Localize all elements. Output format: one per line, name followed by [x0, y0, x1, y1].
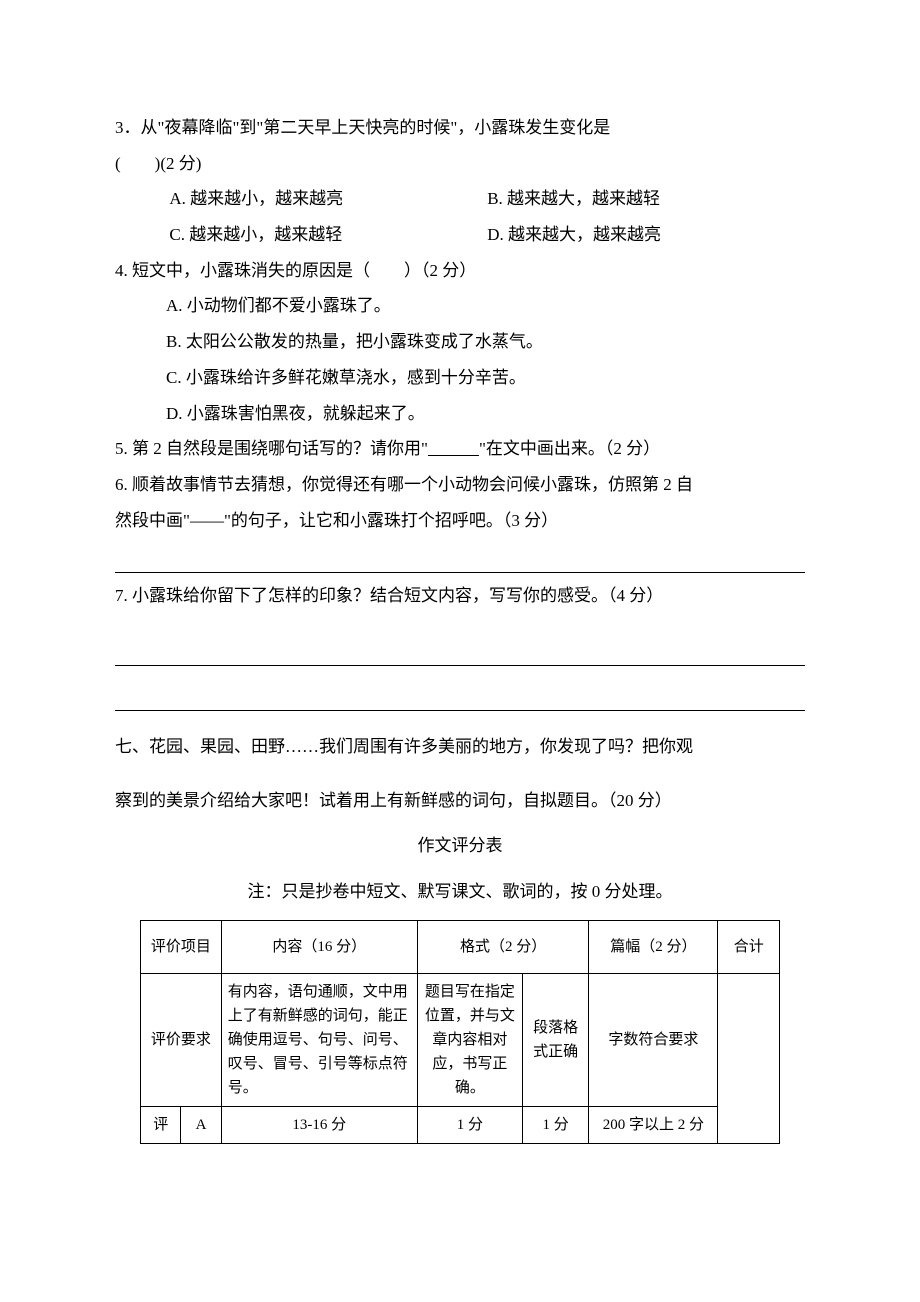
rubric-note: 注：只是抄卷中短文、默写课文、歌词的，按 0 分处理。: [115, 874, 805, 910]
q3-stem-line2: ( )(2 分): [115, 146, 805, 182]
rubric-grade-a: A: [181, 1107, 221, 1144]
rubric-req-label: 评价要求: [141, 974, 222, 1107]
q3-option-d: D. 越来越大，越来越亮: [487, 217, 805, 253]
q5-blank-underline: [428, 431, 479, 467]
q4-option-a: A. 小动物们都不爱小露珠了。: [115, 288, 805, 324]
q3-option-c: C. 越来越小，越来越轻: [169, 217, 487, 253]
rubric-h-total: 合计: [718, 921, 780, 974]
q4-option-b: B. 太阳公公散发的热量，把小露珠变成了水蒸气。: [115, 324, 805, 360]
rubric-row-req: 评价要求 有内容，语句通顺，文中用上了有新鲜感的词句，能正确使用逗号、句号、问号…: [141, 974, 780, 1107]
q3-stem-line1: 3．从"夜幕降临"到"第二天早上天快亮的时候"，小露珠发生变化是: [115, 110, 805, 146]
section7-line1: 七、花园、果园、田野……我们周围有许多美丽的地方，你发现了吗？把你观: [115, 720, 805, 774]
rubric-title: 作文评分表: [115, 828, 805, 864]
q6-line1: 6. 顺着故事情节去猜想，你觉得还有哪一个小动物会问候小露珠，仿照第 2 自: [115, 467, 805, 503]
rubric-eval-label: 评: [141, 1107, 181, 1144]
q6-line2: 然段中画"——"的句子，让它和小露珠打个招呼吧。（3 分）: [115, 503, 805, 539]
rubric-req-format-b: 段落格式正确: [523, 974, 589, 1107]
rubric-req-format-a: 题目写在指定位置，并与文章内容相对应，书写正确。: [417, 974, 522, 1107]
q4-option-d: D. 小露珠害怕黑夜，就躲起来了。: [115, 396, 805, 432]
rubric-h-item: 评价项目: [141, 921, 222, 974]
rubric-row-a: 评 A 13-16 分 1 分 1 分 200 字以上 2 分: [141, 1107, 780, 1144]
q7-answer-line-1: [115, 638, 805, 666]
rubric-h-content: 内容（16 分）: [221, 921, 417, 974]
q4-stem: 4. 短文中，小露珠消失的原因是（ ）（2 分）: [115, 253, 805, 289]
q5-stem: 5. 第 2 自然段是围绕哪句话写的？请你用" "在文中画出来。（2 分）: [115, 431, 805, 467]
rubric-row-header: 评价项目 内容（16 分） 格式（2 分） 篇幅（2 分） 合计: [141, 921, 780, 974]
exam-page: 3．从"夜幕降临"到"第二天早上天快亮的时候"，小露珠发生变化是 ( )(2 分…: [0, 0, 920, 1302]
rubric-a-format-b: 1 分: [523, 1107, 589, 1144]
rubric-req-total: [718, 974, 780, 1144]
rubric-req-length: 字数符合要求: [589, 974, 718, 1107]
rubric-a-content: 13-16 分: [221, 1107, 417, 1144]
section7-line2: 察到的美景介绍给大家吧！试着用上有新鲜感的词句，自拟题目。（20 分）: [115, 774, 805, 828]
rubric-a-format-a: 1 分: [417, 1107, 522, 1144]
q3-options-row2: C. 越来越小，越来越轻 D. 越来越大，越来越亮: [115, 217, 805, 253]
rubric-a-length: 200 字以上 2 分: [589, 1107, 718, 1144]
q7-answer-line-2: [115, 683, 805, 711]
rubric-h-format: 格式（2 分）: [417, 921, 588, 974]
q3-option-b: B. 越来越大，越来越轻: [487, 181, 805, 217]
rubric-h-length: 篇幅（2 分）: [589, 921, 718, 974]
q3-option-a: A. 越来越小，越来越亮: [169, 181, 487, 217]
q3-options-row1: A. 越来越小，越来越亮 B. 越来越大，越来越轻: [115, 181, 805, 217]
rubric-req-content: 有内容，语句通顺，文中用上了有新鲜感的词句，能正确使用逗号、句号、问号、叹号、冒…: [221, 974, 417, 1107]
rubric-table: 评价项目 内容（16 分） 格式（2 分） 篇幅（2 分） 合计 评价要求 有内…: [140, 920, 780, 1144]
q5-text-after: "在文中画出来。（2 分）: [479, 439, 660, 458]
q5-text-before: 5. 第 2 自然段是围绕哪句话写的？请你用": [115, 439, 428, 458]
q7-stem: 7. 小露珠给你留下了怎样的印象？结合短文内容，写写你的感受。（4 分）: [115, 578, 805, 614]
q4-option-c: C. 小露珠给许多鲜花嫩草浇水，感到十分辛苦。: [115, 360, 805, 396]
q6-answer-line: [115, 545, 805, 573]
